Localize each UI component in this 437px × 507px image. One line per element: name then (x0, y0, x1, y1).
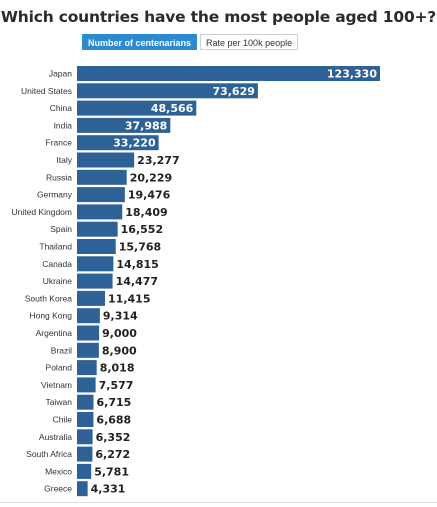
bar-south-korea[interactable] (77, 290, 106, 306)
category-label-china: China (50, 103, 72, 113)
category-label-canada: Canada (42, 259, 72, 269)
value-label-canada: 14,815 (116, 258, 158, 271)
category-label-united-kingdom: United Kingdom (12, 207, 72, 217)
value-label-italy: 23,277 (137, 154, 179, 167)
bar-spain[interactable] (77, 221, 118, 237)
value-label-india: 37,988 (125, 119, 167, 132)
value-label-greece: 4,331 (91, 483, 126, 496)
bar-taiwan[interactable] (77, 394, 94, 410)
value-label-france: 33,220 (113, 137, 156, 150)
value-label-mexico: 5,781 (94, 465, 129, 478)
category-label-india: India (54, 120, 73, 130)
category-label-poland: Poland (46, 363, 73, 373)
value-label-china: 48,566 (151, 102, 194, 115)
value-label-vietnam: 7,577 (99, 379, 134, 392)
value-label-south-korea: 11,415 (108, 292, 150, 305)
category-label-australia: Australia (39, 432, 72, 442)
bar-hong-kong[interactable] (77, 308, 100, 324)
category-label-mexico: Mexico (45, 466, 72, 476)
category-label-russia: Russia (46, 172, 72, 182)
category-label-united-states: United States (21, 86, 72, 96)
category-label-hong-kong: Hong Kong (29, 311, 72, 321)
bar-india[interactable] (77, 117, 171, 133)
tab-number-of-centenarians[interactable]: Number of centenarians (82, 34, 198, 50)
bar-ukraine[interactable] (77, 273, 113, 289)
value-label-united-states: 73,629 (212, 85, 254, 98)
bar-brazil[interactable] (77, 342, 99, 358)
bar-australia[interactable] (77, 429, 93, 445)
value-label-ukraine: 14,477 (116, 275, 158, 288)
divider (0, 502, 437, 503)
tab-rate-per-100k[interactable]: Rate per 100k people (200, 34, 299, 50)
bar-greece[interactable] (77, 481, 88, 497)
category-label-chile: Chile (53, 415, 73, 425)
bar-argentina[interactable] (77, 325, 100, 341)
category-label-japan: Japan (49, 69, 72, 79)
category-label-italy: Italy (56, 155, 72, 165)
value-label-united-kingdom: 18,409 (125, 206, 167, 219)
value-label-russia: 20,229 (130, 171, 172, 184)
value-label-australia: 6,352 (96, 431, 131, 444)
value-label-thailand: 15,768 (119, 241, 161, 254)
bar-russia[interactable] (77, 169, 127, 185)
category-label-france: France (46, 138, 73, 148)
value-label-spain: 16,552 (121, 223, 163, 236)
bar-united-states[interactable] (77, 83, 258, 99)
value-label-brazil: 8,900 (102, 344, 137, 357)
metric-toggle: Number of centenarians Rate per 100k peo… (82, 34, 299, 50)
value-label-hong-kong: 9,314 (103, 310, 138, 323)
bar-italy[interactable] (77, 152, 135, 168)
category-label-argentina: Argentina (36, 328, 73, 338)
value-label-south-africa: 6,272 (95, 448, 130, 461)
bar-canada[interactable] (77, 256, 114, 272)
category-label-spain: Spain (50, 224, 72, 234)
bar-poland[interactable] (77, 360, 97, 376)
category-label-thailand: Thailand (39, 242, 72, 252)
value-label-japan: 123,330 (327, 68, 377, 81)
bar-united-kingdom[interactable] (77, 204, 123, 220)
bar-chile[interactable] (77, 412, 94, 427)
bar-france[interactable] (77, 135, 159, 151)
bar-thailand[interactable] (77, 239, 116, 254)
category-label-taiwan: Taiwan (46, 397, 73, 407)
category-label-germany: Germany (37, 190, 73, 200)
bar-china[interactable] (77, 100, 197, 116)
bar-japan[interactable] (77, 66, 380, 81)
category-label-greece: Greece (44, 484, 72, 494)
category-label-south-korea: South Korea (25, 293, 73, 303)
value-label-argentina: 9,000 (102, 327, 137, 340)
value-label-poland: 8,018 (100, 362, 135, 375)
category-label-vietnam: Vietnam (41, 380, 72, 390)
bar-germany[interactable] (77, 187, 125, 203)
value-label-germany: 19,476 (128, 189, 171, 202)
bar-vietnam[interactable] (77, 377, 96, 393)
bar-south-africa[interactable] (77, 446, 93, 462)
chart-title: Which countries have the most people age… (0, 8, 437, 26)
value-label-chile: 6,688 (96, 414, 131, 427)
bar-mexico[interactable] (77, 463, 92, 479)
category-label-south-africa: South Africa (26, 449, 72, 459)
category-label-ukraine: Ukraine (43, 276, 73, 286)
value-label-taiwan: 6,715 (96, 396, 131, 409)
category-label-brazil: Brazil (51, 345, 72, 355)
